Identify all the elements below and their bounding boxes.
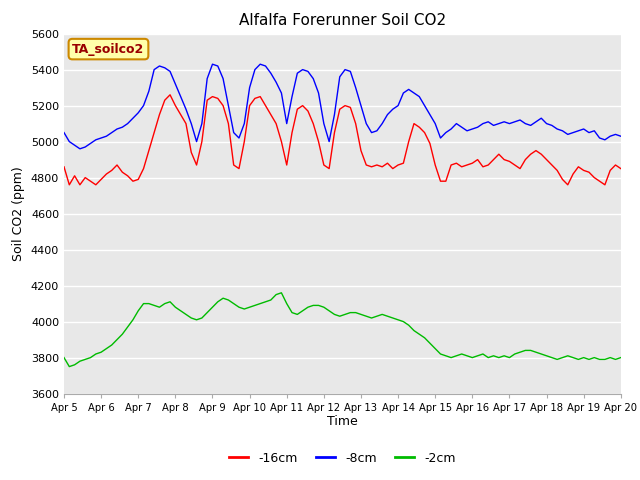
X-axis label: Time: Time	[327, 415, 358, 429]
Title: Alfalfa Forerunner Soil CO2: Alfalfa Forerunner Soil CO2	[239, 13, 446, 28]
Y-axis label: Soil CO2 (ppm): Soil CO2 (ppm)	[12, 166, 26, 261]
Legend: -16cm, -8cm, -2cm: -16cm, -8cm, -2cm	[224, 447, 461, 469]
Text: TA_soilco2: TA_soilco2	[72, 43, 145, 56]
